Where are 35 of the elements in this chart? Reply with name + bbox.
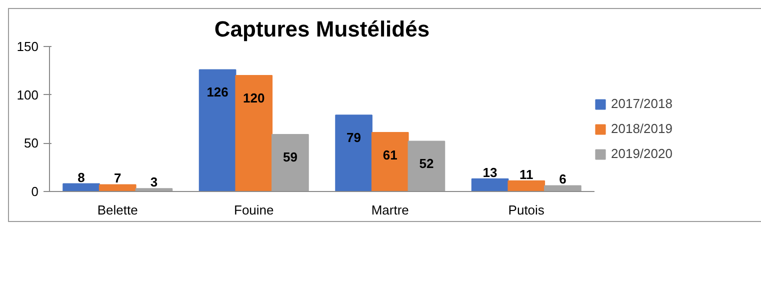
chart-title: Captures Mustélidés: [214, 16, 430, 42]
data-label: 13: [482, 164, 498, 180]
y-tick-label: 100: [16, 87, 39, 102]
data-label: 7: [114, 170, 122, 186]
data-label: 3: [150, 174, 158, 190]
data-label: 61: [382, 148, 398, 163]
legend-label: 2018/2019: [611, 121, 672, 136]
data-label: 59: [282, 149, 298, 164]
y-tick-label: 0: [31, 184, 39, 199]
bar: [335, 114, 372, 192]
bar: [371, 132, 409, 192]
bar: [544, 185, 582, 192]
data-label: 126: [206, 84, 228, 100]
bar: [198, 69, 236, 192]
data-label: 120: [243, 90, 265, 106]
y-tick-label: 150: [16, 39, 39, 54]
x-tick-label: Martre: [371, 202, 409, 218]
x-tick-label: Fouine: [234, 202, 274, 218]
data-label: 8: [78, 170, 85, 185]
bar: [272, 134, 309, 192]
data-label: 11: [520, 166, 534, 182]
bar: [62, 183, 100, 192]
data-label: 6: [559, 172, 566, 187]
bar: [235, 75, 273, 192]
x-tick-label: Putois: [508, 202, 545, 218]
legend-label: 2017/2018: [611, 96, 672, 111]
bar: [98, 184, 136, 192]
y-tick-label: 50: [24, 136, 39, 151]
data-label: 52: [419, 156, 434, 172]
bar: [471, 178, 509, 192]
bar: [508, 180, 546, 192]
bar: [408, 140, 446, 192]
legend-label: 2019/2020: [611, 146, 672, 161]
x-tick-label: Belette: [97, 202, 138, 218]
data-label: 79: [346, 130, 362, 146]
